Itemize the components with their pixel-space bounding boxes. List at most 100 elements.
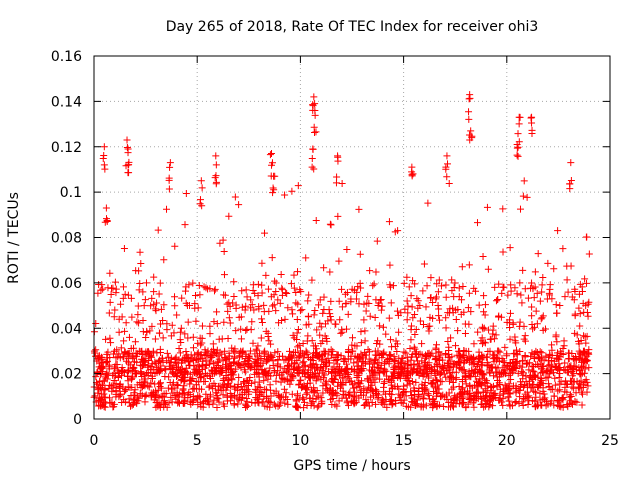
data-point [572, 389, 580, 397]
data-point [399, 364, 407, 372]
data-point [532, 393, 540, 401]
data-point [440, 402, 448, 410]
data-point [556, 301, 564, 309]
data-point [135, 267, 143, 275]
data-point [529, 325, 537, 333]
data-point [290, 271, 298, 279]
data-point [406, 344, 414, 352]
data-point [149, 365, 157, 373]
y-axis-label: ROTI / TECUs [6, 192, 22, 284]
data-point [135, 286, 143, 294]
data-point [516, 205, 524, 213]
data-point [362, 399, 370, 407]
data-point [194, 339, 202, 347]
data-point [481, 379, 489, 387]
data-point [568, 383, 576, 391]
data-point [295, 395, 303, 403]
data-point [308, 163, 316, 171]
data-point [429, 387, 437, 395]
data-point [561, 388, 569, 396]
data-point [165, 362, 173, 370]
data-point [513, 151, 521, 159]
data-point [111, 306, 119, 314]
data-point [506, 402, 514, 410]
data-point [256, 383, 264, 391]
data-point [429, 379, 437, 387]
data-point [370, 369, 378, 377]
data-point [266, 381, 274, 389]
data-point [402, 349, 410, 357]
data-point [119, 283, 127, 291]
data-point [214, 395, 222, 403]
data-point [525, 366, 533, 374]
data-point [206, 352, 214, 360]
data-point [418, 380, 426, 388]
data-point [514, 152, 522, 160]
data-point [276, 401, 284, 409]
data-point [141, 375, 149, 383]
data-point [335, 257, 343, 265]
data-point [185, 281, 193, 289]
data-point [277, 378, 285, 386]
data-point [280, 385, 288, 393]
data-point [283, 395, 291, 403]
data-point [448, 276, 456, 284]
data-point [301, 373, 309, 381]
data-point [125, 333, 133, 341]
data-point [266, 151, 274, 159]
data-point [209, 385, 217, 393]
data-point [214, 352, 222, 360]
data-point [506, 309, 514, 317]
data-point [521, 381, 529, 389]
data-point [172, 370, 180, 378]
data-point [322, 320, 330, 328]
data-point [92, 346, 100, 354]
data-point [566, 180, 574, 188]
data-point [156, 320, 164, 328]
data-point [166, 378, 174, 386]
data-point [199, 357, 207, 365]
data-point [570, 384, 578, 392]
data-point [581, 378, 589, 386]
data-point [311, 111, 319, 119]
data-point [190, 385, 198, 393]
data-point [313, 326, 321, 334]
data-point [214, 386, 222, 394]
data-point [249, 339, 257, 347]
data-point [118, 363, 126, 371]
data-point [496, 380, 504, 388]
data-point [148, 294, 156, 302]
data-point [312, 216, 320, 224]
data-point [251, 359, 259, 367]
data-point [355, 205, 363, 213]
data-point [293, 315, 301, 323]
data-point [420, 363, 428, 371]
data-point [212, 152, 220, 160]
data-point [511, 284, 519, 292]
data-point [241, 377, 249, 385]
data-point [410, 343, 418, 351]
data-point [267, 340, 275, 348]
data-point [538, 281, 546, 289]
data-point [564, 288, 572, 296]
data-point [420, 260, 428, 268]
data-point [394, 227, 402, 235]
data-point [238, 390, 246, 398]
data-point [470, 340, 478, 348]
data-point [503, 352, 511, 360]
data-point [550, 265, 558, 273]
data-point [378, 395, 386, 403]
data-point [194, 304, 202, 312]
data-point [400, 382, 408, 390]
data-point [553, 354, 561, 362]
data-point [583, 279, 591, 287]
data-point [106, 353, 114, 361]
data-point [570, 296, 578, 304]
data-point [442, 281, 450, 289]
data-point [507, 360, 515, 368]
data-point [542, 374, 550, 382]
data-point [399, 354, 407, 362]
data-point [224, 380, 232, 388]
data-point [297, 288, 305, 296]
x-tick-label: 15 [395, 433, 413, 449]
